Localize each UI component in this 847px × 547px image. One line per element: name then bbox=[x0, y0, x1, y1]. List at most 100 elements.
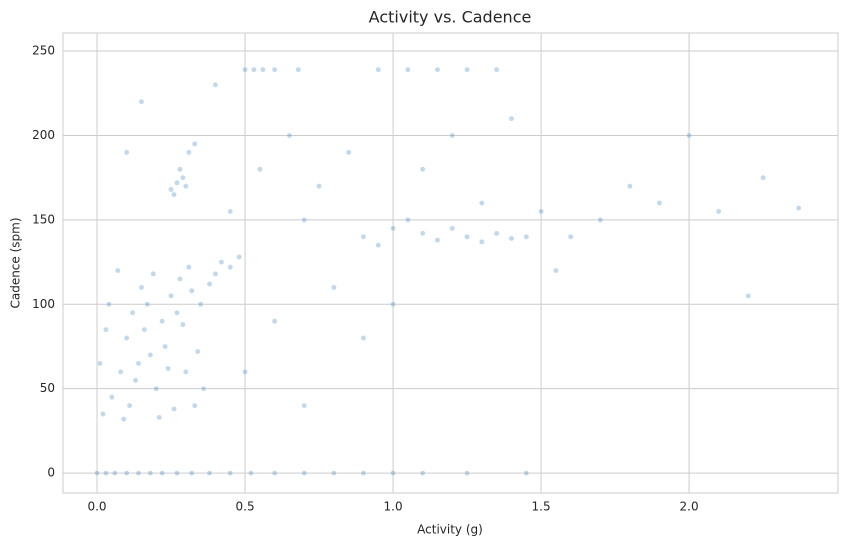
scatter-point bbox=[390, 470, 396, 476]
scatter-point bbox=[191, 402, 198, 409]
scatter-point bbox=[106, 301, 112, 308]
scatter-point bbox=[227, 264, 234, 270]
scatter-point bbox=[227, 470, 234, 476]
scatter-point bbox=[795, 205, 802, 211]
scatter-point bbox=[627, 183, 633, 189]
scatter-point bbox=[200, 385, 207, 392]
scatter-point bbox=[390, 301, 396, 308]
scatter-point bbox=[186, 149, 192, 156]
scatter-point bbox=[656, 200, 663, 206]
scatter-point bbox=[464, 234, 470, 240]
scatter-point bbox=[171, 191, 177, 198]
scatter-point bbox=[301, 217, 308, 223]
scatter-point bbox=[331, 470, 337, 476]
scatter-point bbox=[301, 402, 308, 409]
scatter-point bbox=[508, 235, 515, 242]
scatter-point bbox=[177, 166, 183, 172]
scatter-point bbox=[538, 208, 544, 215]
scatter-point bbox=[227, 208, 234, 215]
scatter-point bbox=[197, 301, 204, 308]
scatter-point bbox=[434, 237, 441, 243]
scatter-point bbox=[260, 66, 266, 73]
scatter-point bbox=[375, 66, 382, 73]
y-axis-label: Cadence (spm) bbox=[9, 217, 23, 308]
scatter-point bbox=[168, 293, 174, 299]
scatter-point bbox=[123, 470, 130, 476]
scatter-point bbox=[180, 174, 186, 181]
scatter-point bbox=[165, 365, 171, 372]
scatter-point bbox=[177, 276, 183, 282]
y-tick-label: 0 bbox=[47, 466, 55, 480]
scatter-point bbox=[271, 66, 278, 73]
scatter-point bbox=[129, 309, 136, 316]
x-tick-label: 2.0 bbox=[680, 500, 699, 514]
scatter-point bbox=[147, 470, 154, 476]
x-tick-label: 0.0 bbox=[87, 500, 106, 514]
x-axis-label: Activity (g) bbox=[417, 523, 483, 537]
scatter-point bbox=[174, 179, 180, 186]
scatter-point bbox=[419, 166, 426, 172]
scatter-point bbox=[553, 267, 559, 274]
scatter-point bbox=[174, 309, 180, 316]
scatter-point bbox=[159, 470, 165, 476]
scatter-point bbox=[135, 360, 142, 367]
scatter-point bbox=[493, 66, 500, 73]
scatter-point bbox=[745, 293, 752, 299]
scatter-point bbox=[138, 284, 145, 291]
scatter-point bbox=[715, 208, 722, 215]
y-tick-label: 150 bbox=[32, 212, 55, 226]
scatter-point bbox=[479, 200, 485, 206]
scatter-point bbox=[567, 234, 574, 240]
scatter-point bbox=[523, 470, 530, 476]
scatter-point bbox=[126, 402, 133, 409]
scatter-point bbox=[115, 267, 121, 274]
x-tick-label: 0.5 bbox=[236, 500, 255, 514]
scatter-point bbox=[123, 149, 130, 156]
scatter-point bbox=[206, 281, 213, 287]
scatter-point bbox=[147, 352, 154, 358]
scatter-point bbox=[159, 318, 165, 324]
scatter-point bbox=[206, 470, 213, 476]
scatter-point bbox=[295, 66, 302, 73]
y-tick-label: 100 bbox=[32, 297, 55, 311]
scatter-point bbox=[251, 66, 257, 73]
scatter-point bbox=[316, 183, 322, 189]
scatter-point bbox=[493, 230, 500, 237]
scatter-point bbox=[212, 82, 219, 88]
scatter-point bbox=[434, 66, 441, 73]
scatter-point bbox=[286, 132, 293, 139]
scatter-point bbox=[135, 470, 142, 476]
scatter-point bbox=[345, 149, 352, 156]
y-tick-label: 200 bbox=[32, 128, 55, 142]
scatter-point bbox=[180, 321, 186, 328]
chart-title: Activity vs. Cadence bbox=[369, 8, 532, 27]
scatter-point bbox=[150, 271, 157, 277]
scatter-point bbox=[156, 414, 162, 421]
scatter-point bbox=[360, 335, 367, 341]
scatter-point bbox=[174, 470, 180, 476]
scatter-point bbox=[189, 470, 195, 476]
scatter-point bbox=[189, 288, 195, 294]
scatter-point bbox=[686, 132, 692, 139]
scatter-point bbox=[449, 225, 456, 232]
scatter-point bbox=[144, 301, 151, 308]
scatter-point bbox=[112, 470, 118, 476]
scatter-point bbox=[464, 66, 470, 73]
scatter-point bbox=[153, 385, 159, 392]
scatter-point bbox=[186, 264, 192, 270]
scatter-point bbox=[508, 115, 515, 122]
scatter-point bbox=[248, 470, 254, 476]
scatter-point bbox=[360, 234, 367, 240]
scatter-point bbox=[405, 66, 411, 73]
scatter-point bbox=[760, 174, 766, 181]
scatter-point bbox=[449, 132, 456, 139]
scatter-point bbox=[138, 98, 145, 105]
scatter-point bbox=[242, 66, 248, 73]
scatter-point bbox=[117, 369, 124, 375]
scatter-point bbox=[132, 377, 139, 383]
scatter-point bbox=[109, 394, 115, 400]
scatter-point bbox=[331, 284, 337, 291]
scatter-point bbox=[405, 217, 411, 223]
scatter-point bbox=[171, 406, 177, 412]
